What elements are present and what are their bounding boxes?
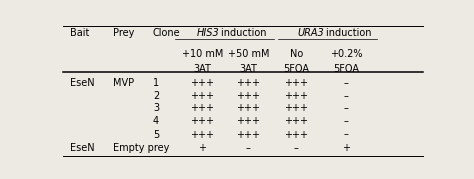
Text: EseN: EseN bbox=[70, 78, 95, 88]
Text: HIS3: HIS3 bbox=[196, 28, 219, 38]
Text: EseN: EseN bbox=[70, 143, 95, 153]
Text: –: – bbox=[343, 129, 348, 139]
Text: +++: +++ bbox=[191, 91, 215, 101]
Text: +0.2%: +0.2% bbox=[329, 49, 362, 59]
Text: +++: +++ bbox=[237, 116, 260, 126]
Text: 3: 3 bbox=[153, 103, 159, 113]
Text: 4: 4 bbox=[153, 116, 159, 126]
Text: Prey: Prey bbox=[112, 28, 134, 38]
Text: +++: +++ bbox=[284, 103, 308, 113]
Text: +++: +++ bbox=[237, 78, 260, 88]
Text: +++: +++ bbox=[191, 103, 215, 113]
Text: induction: induction bbox=[324, 28, 371, 38]
Text: +: + bbox=[342, 143, 350, 153]
Text: +10 mM: +10 mM bbox=[182, 49, 223, 59]
Text: URA3: URA3 bbox=[297, 28, 324, 38]
Text: –: – bbox=[343, 78, 348, 88]
Text: +++: +++ bbox=[191, 78, 215, 88]
Text: +++: +++ bbox=[237, 91, 260, 101]
Text: Bait: Bait bbox=[70, 28, 90, 38]
Text: +++: +++ bbox=[191, 116, 215, 126]
Text: +++: +++ bbox=[284, 91, 308, 101]
Text: –: – bbox=[246, 143, 251, 153]
Text: 5FOA: 5FOA bbox=[283, 64, 309, 74]
Text: +50 mM: +50 mM bbox=[228, 49, 269, 59]
Text: –: – bbox=[294, 143, 299, 153]
Text: +++: +++ bbox=[284, 78, 308, 88]
Text: MVP: MVP bbox=[112, 78, 134, 88]
Text: 3AT: 3AT bbox=[239, 64, 257, 74]
Text: +++: +++ bbox=[284, 116, 308, 126]
Text: +++: +++ bbox=[191, 129, 215, 139]
Text: –: – bbox=[343, 103, 348, 113]
Text: Empty prey: Empty prey bbox=[112, 143, 169, 153]
Text: +++: +++ bbox=[284, 129, 308, 139]
Text: +++: +++ bbox=[237, 129, 260, 139]
Text: +++: +++ bbox=[237, 103, 260, 113]
Text: induction: induction bbox=[219, 28, 266, 38]
Text: 1: 1 bbox=[153, 78, 159, 88]
Text: No: No bbox=[290, 49, 303, 59]
Text: Clone: Clone bbox=[153, 28, 181, 38]
Text: 2: 2 bbox=[153, 91, 159, 101]
Text: –: – bbox=[343, 116, 348, 126]
Text: 3AT: 3AT bbox=[193, 64, 211, 74]
Text: –: – bbox=[343, 91, 348, 101]
Text: 5FOA: 5FOA bbox=[333, 64, 359, 74]
Text: 5: 5 bbox=[153, 129, 159, 139]
Text: +: + bbox=[199, 143, 207, 153]
